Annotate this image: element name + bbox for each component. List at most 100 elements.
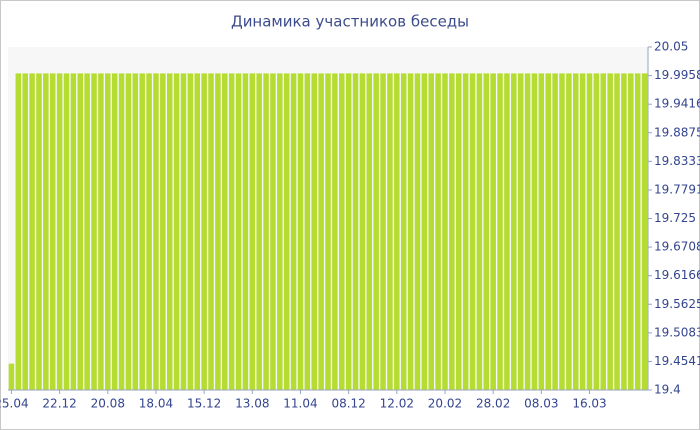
x-tick-label: 25.04 <box>0 397 29 411</box>
bar <box>456 73 462 390</box>
bar <box>414 73 421 390</box>
bar <box>462 73 469 390</box>
bar <box>283 73 290 390</box>
y-tick-label: 20.05 <box>654 40 688 54</box>
bar <box>435 73 441 390</box>
bar <box>118 73 125 390</box>
x-tick-label: 28.02 <box>476 397 510 411</box>
chart-title: Динамика участников беседы <box>231 13 469 31</box>
bar <box>70 73 77 390</box>
bar <box>235 73 242 390</box>
bar <box>628 73 634 390</box>
bar <box>36 73 42 390</box>
bar <box>469 73 476 390</box>
x-tick-label: 11.04 <box>283 397 317 411</box>
bar <box>380 73 386 390</box>
bar <box>187 73 194 390</box>
bar <box>641 73 648 390</box>
bar <box>352 73 359 390</box>
bar <box>63 73 70 390</box>
bar <box>339 73 345 390</box>
bar <box>222 73 228 390</box>
bar <box>29 73 35 390</box>
bar <box>173 73 180 390</box>
bar <box>201 73 207 390</box>
bar <box>43 73 49 390</box>
bar <box>566 73 572 390</box>
y-tick-label: 19.725 <box>654 211 696 225</box>
bar <box>208 73 214 390</box>
x-tick-label: 16.03 <box>572 397 606 411</box>
bar <box>387 73 393 390</box>
bar <box>194 73 200 390</box>
bar <box>524 73 531 390</box>
bar <box>428 73 434 390</box>
bar <box>483 73 490 390</box>
bar <box>366 73 373 390</box>
bar <box>504 73 510 390</box>
bar <box>256 73 262 390</box>
x-tick-label: 12.02 <box>380 397 414 411</box>
bar <box>407 73 414 390</box>
x-tick-label: 08.03 <box>524 397 558 411</box>
bar <box>614 73 620 390</box>
bar <box>552 73 558 390</box>
bar <box>84 73 90 390</box>
bar <box>91 73 97 390</box>
bar <box>153 73 159 390</box>
bar <box>572 73 579 390</box>
bar <box>22 73 28 390</box>
y-tick-label: 19.4 <box>654 383 681 397</box>
bar <box>166 73 173 390</box>
bar <box>607 73 613 390</box>
bar <box>98 73 104 390</box>
bar <box>132 73 139 390</box>
bar <box>249 73 256 390</box>
bar <box>634 73 641 390</box>
x-tick-label: 08.12 <box>331 397 365 411</box>
bar <box>297 73 304 390</box>
bar <box>559 73 565 390</box>
bar <box>600 73 607 390</box>
bar <box>345 73 352 390</box>
bar <box>105 73 111 390</box>
y-tick-label: 19.6166 <box>654 268 700 282</box>
bar <box>421 73 428 390</box>
bar <box>545 73 551 390</box>
bar <box>497 73 503 390</box>
x-tick-label: 15.12 <box>187 397 221 411</box>
bar <box>146 73 152 390</box>
x-tick-label: 20.02 <box>428 397 462 411</box>
y-tick-label: 19.7791 <box>654 182 700 196</box>
y-tick-label: 19.5625 <box>654 297 700 311</box>
bar <box>15 73 22 390</box>
bar <box>511 73 517 390</box>
bar <box>490 73 496 390</box>
bar <box>394 73 400 390</box>
bar <box>290 73 297 390</box>
x-tick-label: 18.04 <box>139 397 173 411</box>
bar <box>325 73 331 390</box>
bar <box>277 73 283 390</box>
bar <box>215 73 221 390</box>
bar <box>373 73 379 390</box>
x-tick-label: 13.08 <box>235 397 269 411</box>
x-tick-label: 22.12 <box>42 397 76 411</box>
bar <box>538 73 545 390</box>
y-tick-label: 19.9958 <box>654 68 700 82</box>
bar <box>160 73 166 390</box>
bar <box>270 73 276 390</box>
bar <box>180 73 187 390</box>
bar <box>139 73 145 390</box>
bar <box>228 73 235 390</box>
bar <box>332 73 338 390</box>
bar <box>8 363 15 390</box>
bar <box>318 73 324 390</box>
y-tick-label: 19.8333 <box>654 154 700 168</box>
y-tick-label: 19.4541 <box>654 354 700 368</box>
bar <box>621 73 627 390</box>
bar <box>77 73 84 390</box>
bar <box>311 73 317 390</box>
